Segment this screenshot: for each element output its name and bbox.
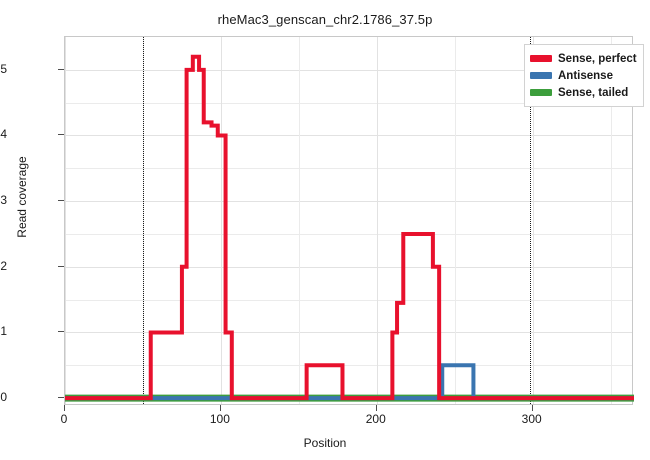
y-tick-label: 5 [0,61,7,76]
gridline-vertical-major [220,37,222,404]
gridline-vertical-major [532,37,534,404]
gridline-vertical-major [376,37,378,404]
gridline-horizontal-minor [65,233,632,235]
gridline-horizontal-minor [65,102,632,104]
gridline-horizontal-major [65,201,632,203]
y-tick-mark [58,331,64,333]
gridline-vertical-major [65,37,66,404]
gridline-horizontal-major [65,135,632,137]
data-series-layer [65,54,634,402]
y-tick-label: 1 [0,324,7,339]
series-line-sense-perfect [65,54,634,401]
gridline-horizontal-minor [65,299,632,301]
legend-item-label: Sense, perfect [558,52,637,65]
x-tick-label: 100 [209,412,230,426]
legend-color-swatch [530,89,552,96]
vertical-dotted-line [142,37,144,404]
chart-title: rheMac3_genscan_chr2.1786_37.5p [217,12,433,27]
x-axis-label: Position [303,436,347,450]
y-tick-mark [58,265,64,267]
y-tick-label: 0 [0,390,7,405]
y-tick-label: 4 [0,127,7,142]
y-tick-mark [58,397,64,399]
legend-item: Antisense [530,67,637,84]
x-tick-mark [64,405,65,411]
gridline-horizontal-minor [65,365,632,367]
x-tick-mark [375,405,377,411]
x-tick-mark [219,405,221,411]
x-tick-label: 300 [521,412,542,426]
legend-item-label: Sense, tailed [558,86,629,99]
gridline-horizontal-major [65,69,632,71]
legend-color-swatch [530,72,552,79]
gridline-horizontal-major [65,332,632,334]
legend-item: Sense, tailed [530,84,637,101]
gridline-horizontal-major [65,266,632,268]
gridline-horizontal-minor [65,168,632,170]
x-tick-label: 0 [60,412,68,426]
legend-color-swatch [530,55,552,62]
y-axis-label: Read coverage [15,156,29,238]
gridline-vertical-minor [454,37,456,404]
legend: Sense, perfect Antisense Sense, tailed [524,44,644,107]
y-tick-label: 2 [0,258,7,273]
y-tick-mark [58,134,64,136]
gridline-vertical-minor [298,37,300,404]
gridline-vertical-minor [610,37,612,404]
legend-item-label: Antisense [558,69,613,82]
y-tick-label: 3 [0,193,7,208]
x-tick-label: 200 [365,412,386,426]
y-tick-mark [58,200,64,202]
x-tick-mark [531,405,533,411]
legend-item: Sense, perfect [530,50,637,67]
y-tick-mark [58,68,64,70]
vertical-dotted-line [529,37,531,404]
